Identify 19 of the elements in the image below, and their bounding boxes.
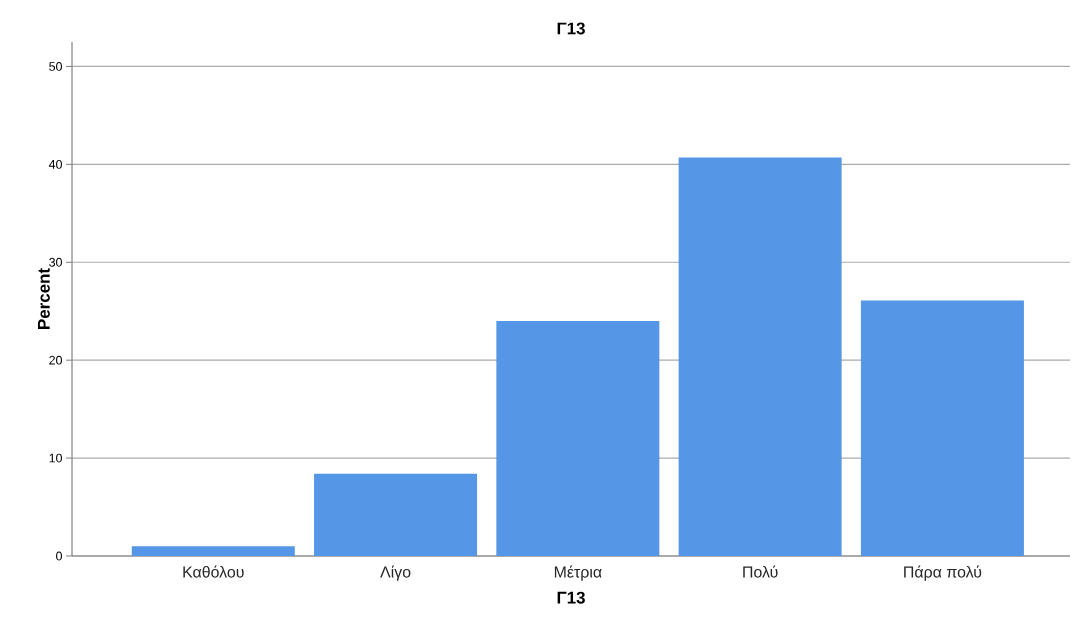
- x-axis-title: Γ13: [557, 591, 585, 604]
- y-tick-label: 20: [49, 355, 62, 365]
- bar: [496, 321, 660, 556]
- bar: [314, 473, 478, 556]
- bar: [860, 300, 1024, 556]
- y-tick-label: 0: [56, 551, 62, 561]
- y-tick-label: 10: [49, 453, 62, 463]
- x-tick-label: Καθόλου: [183, 565, 244, 578]
- chart-title: Γ13: [557, 22, 585, 35]
- x-tick-label: Πολύ: [743, 565, 778, 578]
- x-tick-label: Μέτρια: [554, 565, 602, 581]
- bar: [131, 546, 295, 556]
- x-tick-label: Πάρα πολύ: [904, 565, 982, 581]
- y-tick-label: 30: [49, 257, 62, 267]
- x-tick-label: Λίγο: [380, 565, 411, 581]
- y-tick-label: 50: [49, 62, 62, 71]
- y-tick-label: 40: [48, 159, 62, 169]
- y-axis-title: Percent: [37, 268, 50, 329]
- bar: [678, 157, 842, 556]
